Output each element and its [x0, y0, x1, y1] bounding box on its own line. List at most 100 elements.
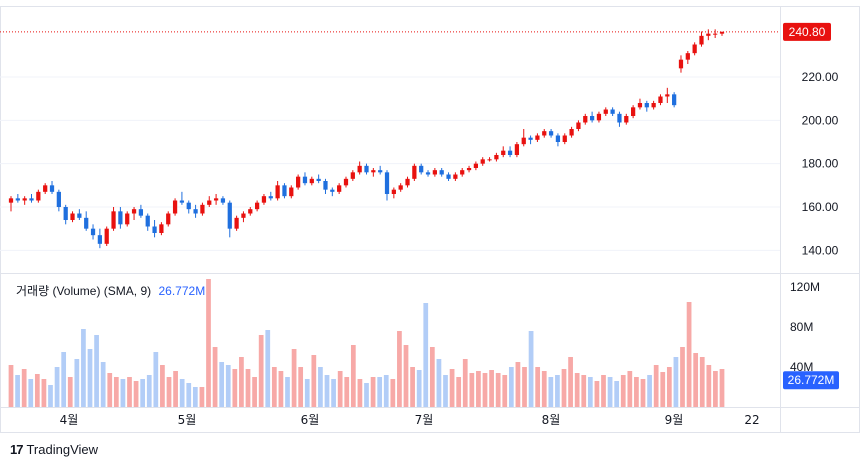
candle [507, 146, 513, 158]
candle-body [29, 198, 34, 201]
volume-bar [502, 375, 508, 407]
candle-body [637, 103, 643, 108]
candle [268, 191, 273, 201]
candle-body [432, 170, 437, 175]
candle-body [583, 116, 588, 123]
candle-body [651, 103, 656, 108]
volume-bar [370, 377, 376, 407]
candle-body [528, 137, 533, 140]
volume-tick-label: 40M [790, 360, 813, 374]
candle-body [672, 94, 677, 106]
volume-bar [133, 381, 139, 407]
volume-bar [561, 369, 567, 407]
candle [323, 178, 328, 194]
candle [282, 183, 287, 199]
candle [371, 168, 376, 177]
volume-bar [304, 379, 310, 407]
volume-bar [318, 367, 323, 407]
candle [241, 211, 246, 223]
candle-body [719, 31, 725, 34]
time-tick-label: 4월 [60, 413, 79, 427]
candle-body [248, 209, 253, 214]
volume-bar [607, 377, 613, 407]
candle [706, 29, 711, 41]
volume-bar [173, 371, 178, 407]
candle [118, 207, 123, 229]
candle-body [589, 116, 595, 121]
candle [63, 204, 68, 225]
volume-bar [87, 349, 93, 407]
candle-body [425, 172, 431, 175]
candle [90, 224, 96, 240]
candle [651, 100, 656, 110]
volume-bar [640, 379, 646, 407]
volume-bar [614, 381, 620, 407]
candle [384, 170, 390, 201]
candle [22, 196, 27, 205]
price-tick-label: 200.00 [802, 113, 839, 127]
candle [43, 183, 48, 194]
volume-bar [357, 379, 363, 407]
candle-body [90, 228, 96, 236]
candle-body [378, 170, 383, 173]
volume-bar [350, 345, 356, 407]
volume-bar [555, 375, 560, 407]
candle [213, 194, 219, 205]
candle [603, 107, 608, 116]
candle-body [22, 198, 27, 201]
volume-bar [344, 377, 350, 407]
candle [145, 213, 150, 231]
candle-body [692, 44, 697, 54]
volume-bar [107, 373, 113, 407]
candle-body [507, 150, 513, 155]
volume-bar [100, 362, 106, 407]
volume-bar [34, 374, 40, 407]
volume-bar [634, 377, 639, 407]
volume-bar [541, 371, 547, 407]
candle-body [125, 213, 130, 225]
candle [179, 191, 185, 205]
candle-body [131, 209, 137, 214]
candle [70, 211, 75, 223]
candle [719, 31, 725, 36]
volume-legend[interactable]: 거래량 (Volume) (SMA, 9) 26.772M [16, 282, 205, 299]
volume-bar [436, 359, 442, 407]
candle-body [159, 224, 164, 233]
candle-body [152, 226, 157, 233]
volume-tick-label: 120M [790, 280, 820, 294]
candle [617, 111, 622, 127]
volume-bar [219, 362, 225, 407]
candle-body [323, 181, 328, 190]
candle-body [391, 189, 396, 194]
candle-body [569, 129, 574, 136]
candle [425, 170, 431, 177]
volume-bar [21, 369, 27, 407]
candle-body [36, 191, 41, 201]
candle-body [494, 155, 499, 160]
brand-name: TradingView [26, 442, 99, 457]
candle [159, 222, 164, 236]
time-axis: 4월 5월 6월 7월 8월 9월 22 [60, 413, 760, 427]
volume-bar [298, 367, 304, 407]
candle-body [63, 207, 68, 220]
candle [685, 51, 690, 64]
last-price-badge [783, 22, 831, 41]
candle-body [145, 215, 150, 227]
candle-body [43, 185, 48, 192]
candle-body [562, 135, 567, 142]
candle-body [343, 178, 349, 186]
candle [624, 113, 629, 125]
volume-bar [364, 383, 369, 407]
volume-bar [673, 357, 679, 407]
candle [555, 133, 561, 147]
candle-body [282, 185, 287, 197]
candle [254, 200, 260, 212]
volume-bar [74, 359, 80, 407]
tradingview-brand[interactable]: 17 TradingView [10, 442, 98, 457]
volume-bar [647, 375, 652, 407]
candle-body [514, 144, 520, 155]
volume-bar [61, 352, 67, 407]
volume-bar [719, 369, 725, 407]
volume-bar [469, 373, 475, 407]
